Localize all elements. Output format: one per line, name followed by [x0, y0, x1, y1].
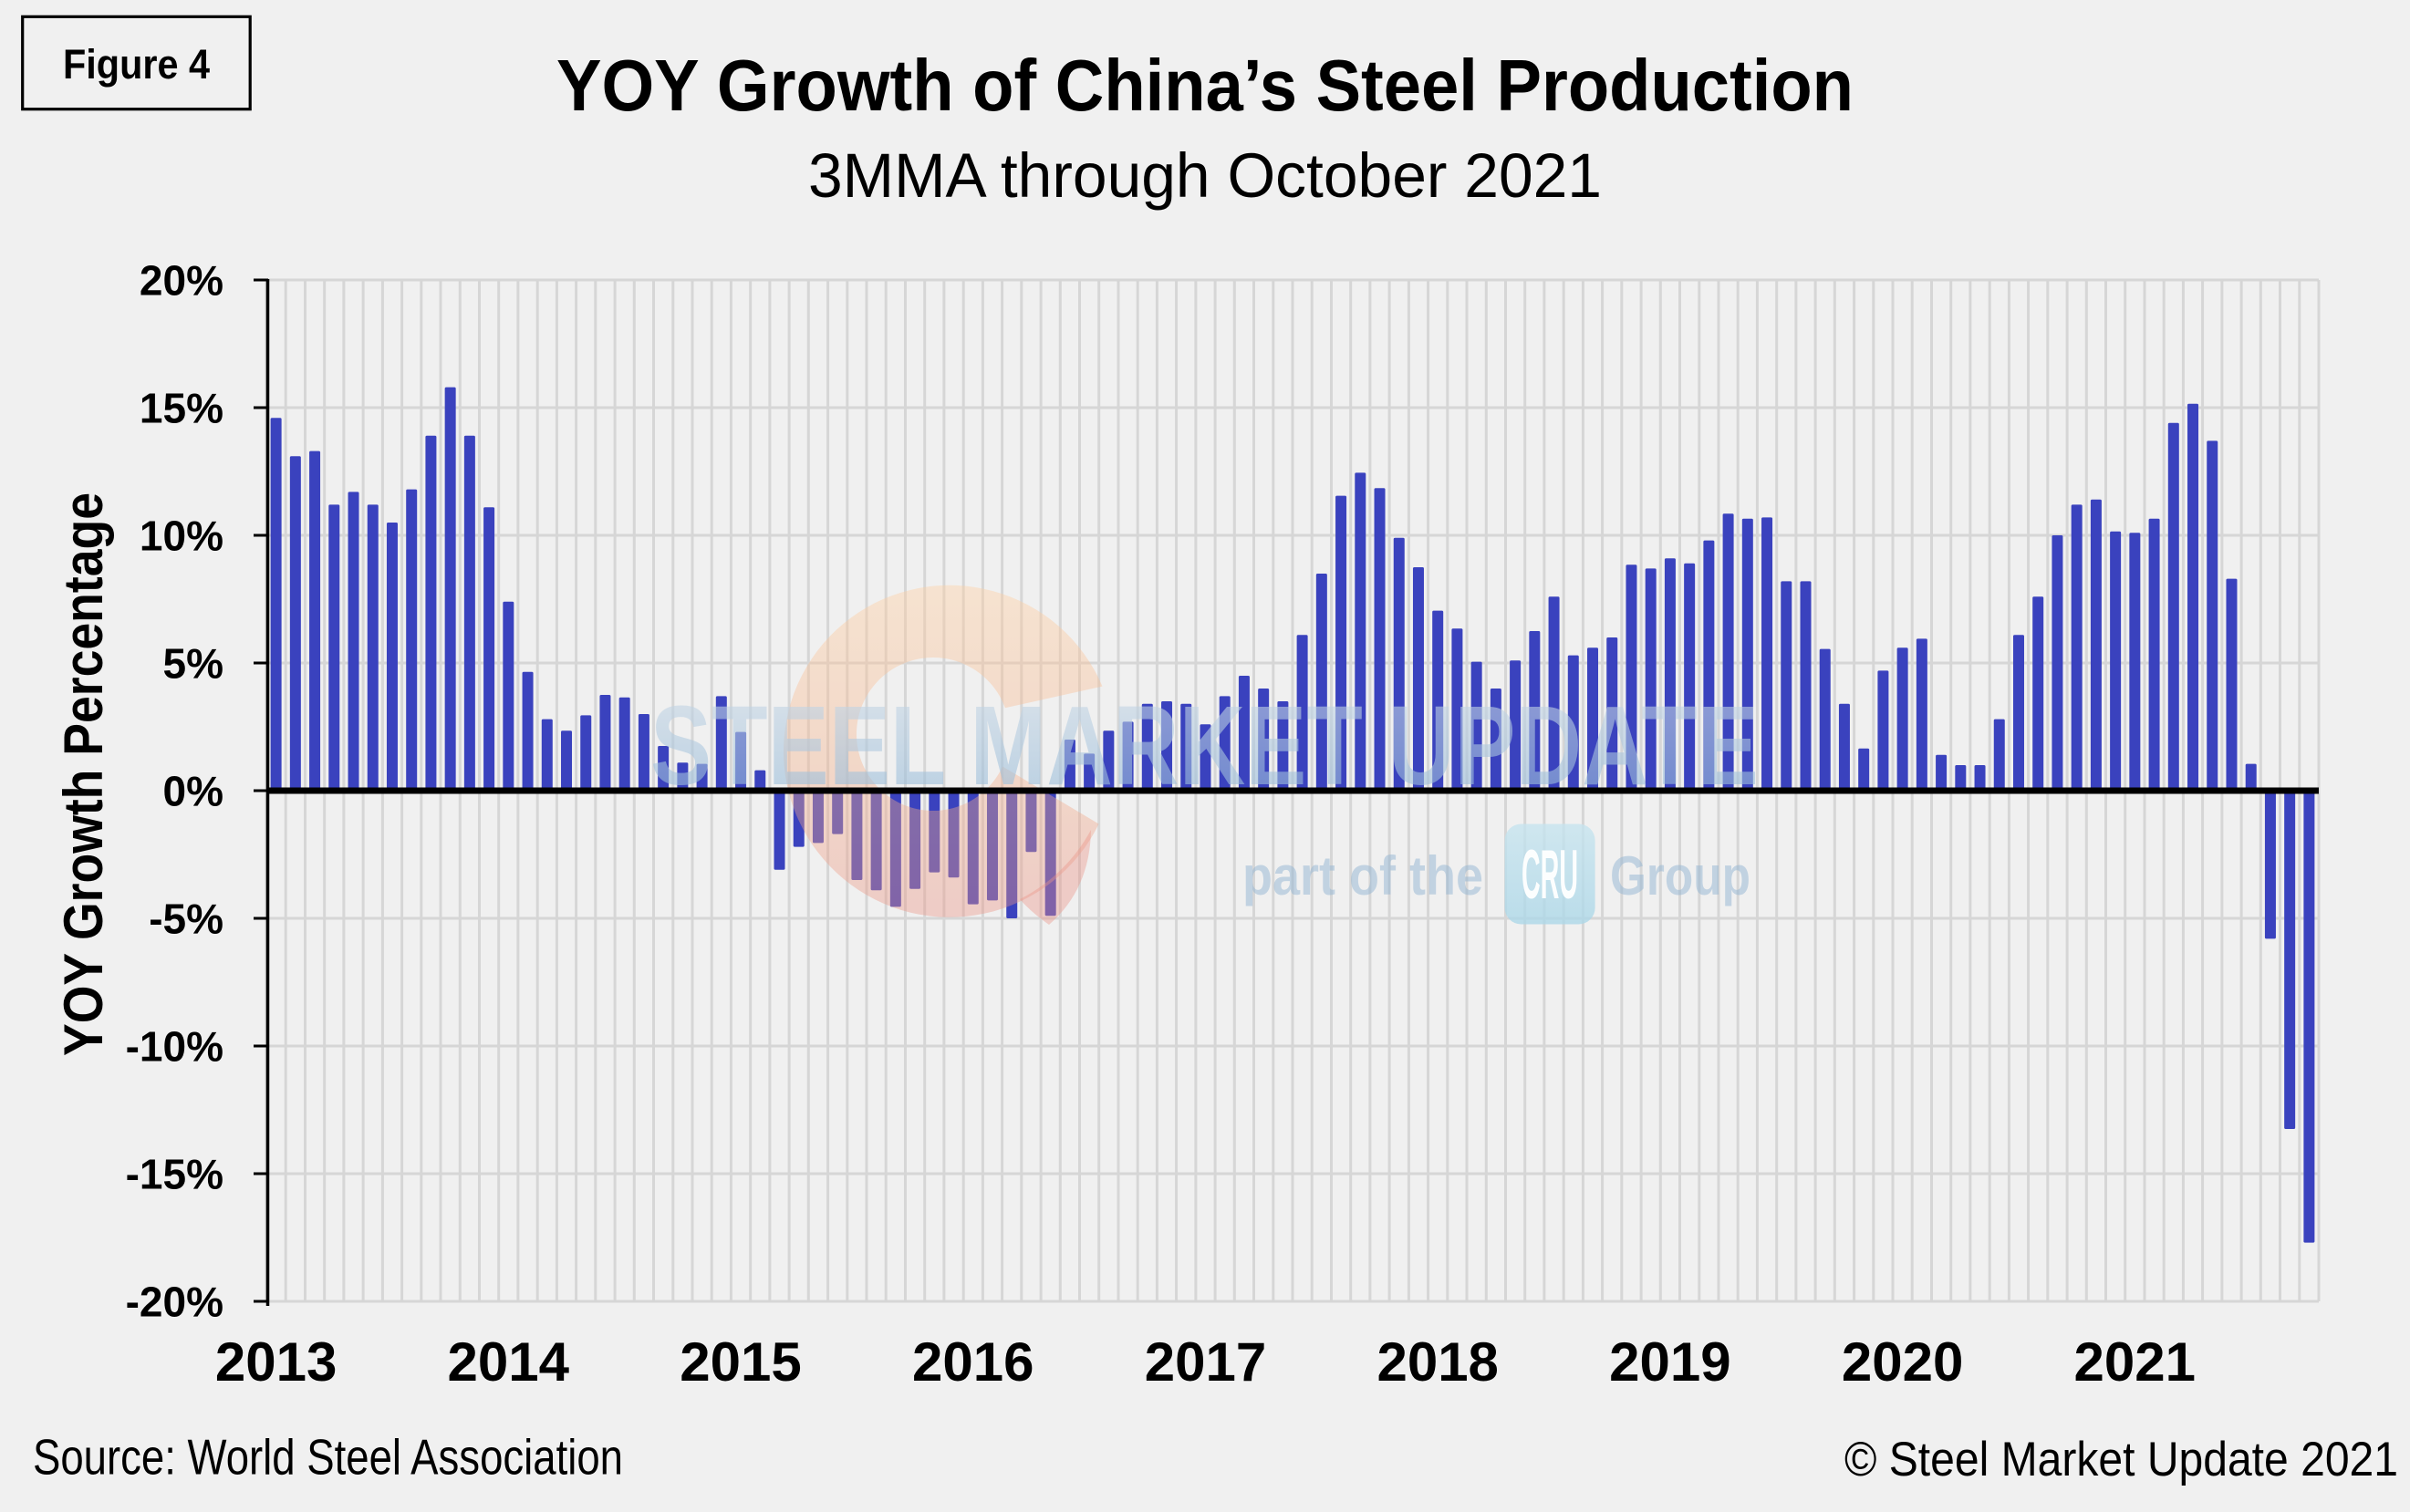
- svg-text:-20%: -20%: [126, 1279, 223, 1326]
- svg-text:0%: 0%: [163, 768, 223, 815]
- svg-text:5%: 5%: [163, 640, 223, 688]
- svg-text:2020: 2020: [1842, 1331, 1963, 1393]
- svg-text:YOY Growth of China’s Steel Pr: YOY Growth of China’s Steel Production: [556, 45, 1854, 126]
- svg-text:2015: 2015: [680, 1331, 801, 1393]
- svg-text:-5%: -5%: [149, 896, 223, 943]
- svg-text:2018: 2018: [1376, 1331, 1498, 1393]
- svg-text:2019: 2019: [1609, 1331, 1730, 1393]
- svg-text:2017: 2017: [1145, 1331, 1266, 1393]
- svg-text:YOY Growth Percentage: YOY Growth Percentage: [53, 492, 114, 1056]
- svg-text:-15%: -15%: [126, 1151, 223, 1198]
- svg-text:Figure 4: Figure 4: [63, 41, 210, 88]
- svg-text:3MMA through October 2021: 3MMA through October 2021: [808, 140, 1602, 211]
- svg-text:2021: 2021: [2074, 1331, 2196, 1393]
- svg-text:CRU: CRU: [1522, 836, 1578, 914]
- svg-text:20%: 20%: [140, 257, 223, 305]
- svg-text:Source: World Steel Associatio: Source: World Steel Association: [33, 1430, 623, 1486]
- svg-text:10%: 10%: [140, 513, 223, 560]
- svg-text:© Steel Market Update 2021: © Steel Market Update 2021: [1844, 1433, 2398, 1486]
- svg-text:15%: 15%: [140, 385, 223, 432]
- svg-text:Group: Group: [1610, 845, 1750, 906]
- svg-text:-10%: -10%: [126, 1023, 223, 1071]
- svg-text:part of the: part of the: [1242, 845, 1483, 906]
- svg-text:2013: 2013: [215, 1331, 337, 1393]
- svg-text:2014: 2014: [448, 1331, 570, 1393]
- svg-text:2016: 2016: [912, 1331, 1034, 1393]
